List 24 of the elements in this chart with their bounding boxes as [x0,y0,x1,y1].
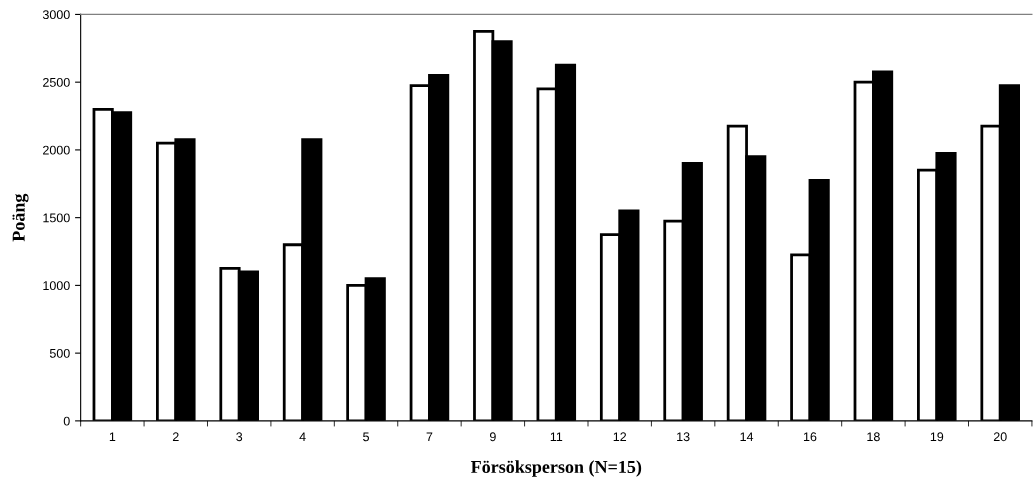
y-tick-label: 1500 [43,213,70,223]
y-axis-title: Poäng [12,193,29,242]
x-tick-label: 14 [740,432,754,442]
x-tick-label: 1 [109,432,116,442]
x-tick-label: 12 [613,432,627,442]
y-tick-label: 0 [63,416,70,426]
x-tick-label: 3 [236,432,243,442]
x-tick-label: 19 [930,432,944,442]
x-tick-label: 13 [677,432,690,442]
y-tick-label: 2500 [43,77,70,87]
x-tick-label: 18 [867,432,880,442]
x-tick-label: 11 [550,432,563,442]
x-tick-label: 7 [426,432,433,442]
y-tick-label: 500 [49,348,70,358]
x-tick-label: 2 [172,432,179,442]
x-axis-title: Försöksperson (N=15) [470,460,642,477]
y-tick-label: 2000 [43,145,70,155]
x-tick-label: 20 [993,432,1007,442]
x-tick-label: 9 [489,432,496,442]
x-tick-label: 16 [803,432,817,442]
x-tick-label: 4 [299,432,306,442]
x-tick-label: 5 [363,432,369,442]
y-tick-label: 3000 [42,10,70,20]
y-tick-label: 1000 [43,281,70,291]
